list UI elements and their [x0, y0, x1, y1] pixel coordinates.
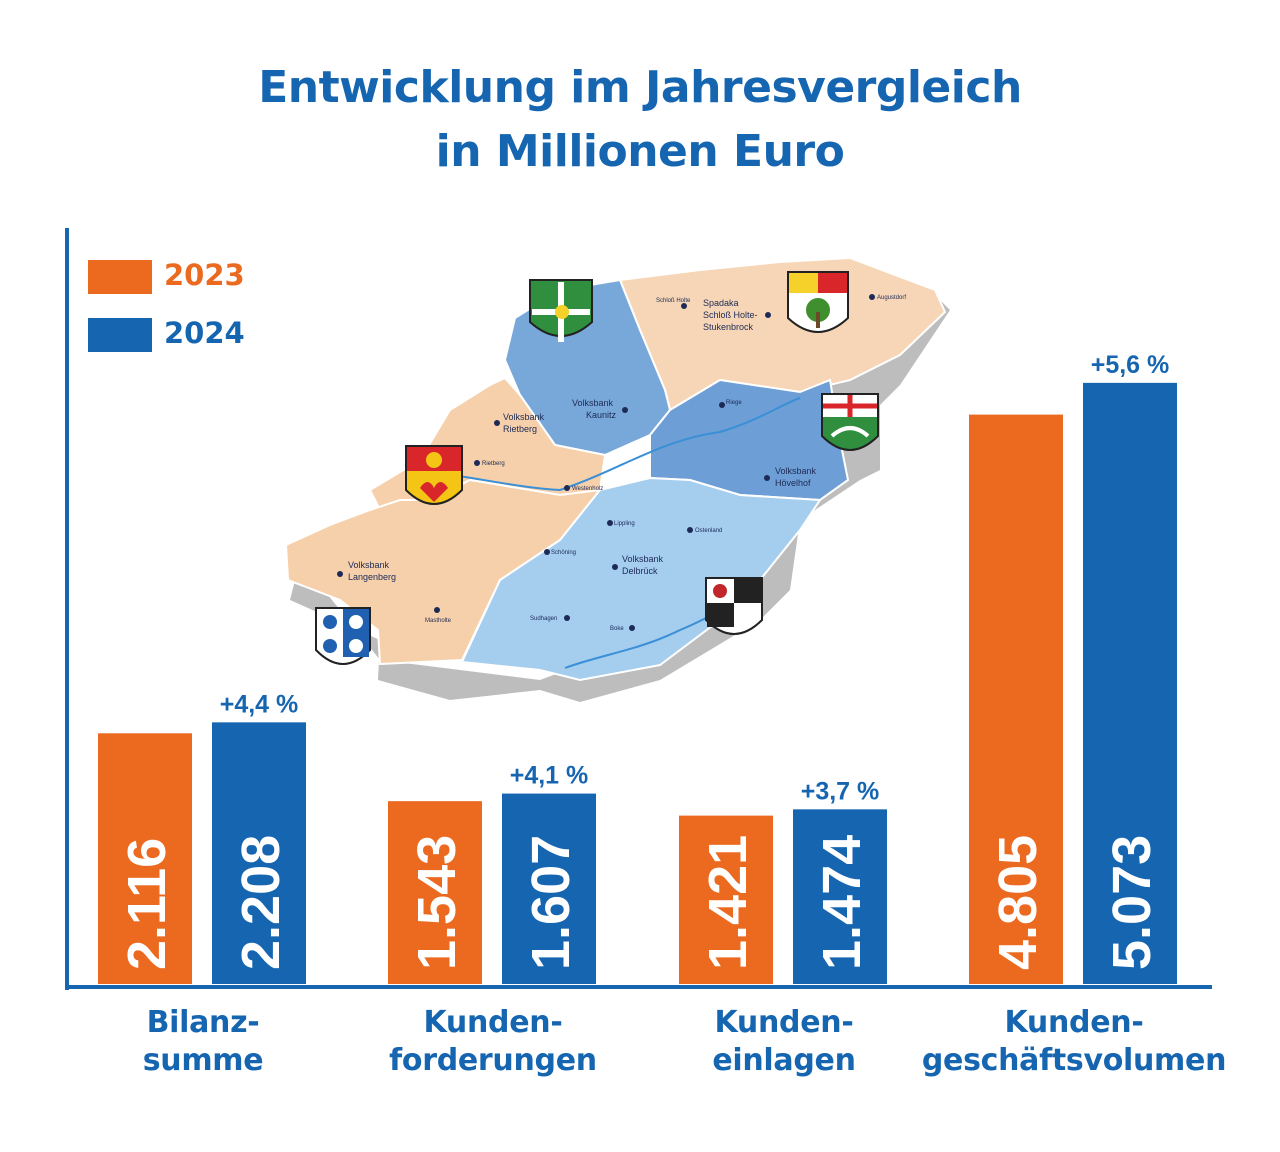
change-label: +3,7 %	[801, 777, 880, 805]
bar-value-label: 1.474	[812, 835, 872, 970]
map-label-hoevelhof-2: Hövelhof	[775, 478, 811, 488]
bar-2024-1	[502, 793, 596, 984]
coat-of-arms-rietberg	[405, 445, 463, 505]
bar-value-label: 1.421	[698, 835, 758, 970]
legend-label-2024: 2024	[164, 316, 245, 350]
bar-value-label: 5.073	[1102, 835, 1162, 970]
map-river-ems	[429, 397, 801, 492]
title-line-1: Entwicklung im Jahresvergleich	[258, 62, 1022, 113]
legend-swatch-2023	[88, 260, 152, 294]
bar-value-label: 2.208	[231, 835, 291, 970]
category-label-line: Bilanz-	[146, 1005, 260, 1040]
map-label-delbrueck-2: Delbrück	[622, 566, 658, 576]
map-place-riege: Riege	[726, 400, 742, 406]
bar-value-label: 4.805	[988, 835, 1048, 970]
bar-2023-0	[98, 733, 192, 984]
category-label-line: Kunden-	[1004, 1005, 1144, 1040]
map-label-langenberg-1: Volksbank	[348, 560, 390, 570]
map-label-kaunitz-2: Kaunitz	[586, 410, 617, 420]
map-label-delbrueck-1: Volksbank	[622, 554, 664, 564]
bars-group: 2.116 1.543 1.421 4.805 2.208 +4,4 % 1.607 +4,1…	[98, 351, 1177, 984]
bar-value-label: 1.543	[407, 835, 467, 970]
map-label-kaunitz-1: Volksbank	[572, 398, 614, 408]
legend-label-2023: 2023	[164, 258, 245, 292]
category-label-line: geschäftsvolumen	[921, 1043, 1227, 1078]
category-label-kundenforderungen: Kunden- forderungen	[333, 1004, 653, 1080]
map-label-spadaka-2: Schloß Holte-	[703, 310, 758, 320]
category-label-line: Kunden-	[714, 1005, 854, 1040]
change-label: +4,4 %	[220, 690, 299, 718]
category-label-line: Kunden-	[423, 1005, 563, 1040]
change-label: +5,6 %	[1091, 351, 1170, 379]
bar-2024-2	[793, 809, 887, 984]
category-label-kundeneinlagen: Kunden- einlagen	[624, 1004, 944, 1080]
map-label-spadaka-1: Spadaka	[703, 298, 739, 308]
coat-of-arms-langenberg	[315, 607, 371, 665]
bar-value-label: 1.607	[521, 835, 581, 970]
change-label: +4,1 %	[510, 762, 589, 790]
legend-swatch-2024	[88, 318, 152, 352]
map-place-boke: Boke	[610, 626, 624, 632]
category-label-line: forderungen	[389, 1043, 597, 1078]
map-place-lippling: Lippling	[614, 521, 635, 527]
map-label-spadaka-3: Stukenbrock	[703, 322, 754, 332]
coat-of-arms-stukenbrock	[787, 271, 849, 333]
category-label-line: summe	[142, 1043, 264, 1078]
title-line-2: in Millionen Euro	[435, 126, 845, 177]
map-label-rietberg-2: Rietberg	[503, 424, 537, 434]
category-label-line: einlagen	[712, 1043, 856, 1078]
map-dots	[337, 294, 875, 631]
bar-2023-1	[388, 801, 482, 984]
bar-2023-2	[679, 815, 773, 984]
bar-2024-0	[212, 722, 306, 984]
coat-of-arms-kaunitz	[529, 279, 593, 342]
map-label-rietberg-1: Volksbank	[503, 412, 545, 422]
map-place-schoening: Schöning	[551, 550, 576, 556]
coat-of-arms-hoevelhof	[821, 393, 879, 451]
map-label-hoevelhof-1: Volksbank	[775, 466, 817, 476]
category-label-bilanzsumme: Bilanz- summe	[43, 1004, 363, 1080]
map-place-schlossholte: Schloß Holte	[656, 298, 691, 304]
map-place-rietberg: Rietberg	[482, 461, 505, 467]
map-place-augustdorf: Augustdorf	[877, 295, 906, 301]
coat-of-arms-delbrueck	[705, 577, 763, 635]
map-place-mastholte: Mastholte	[425, 618, 452, 624]
map-place-ostenland: Ostenland	[695, 528, 722, 534]
map-place-sudhagen: Sudhagen	[530, 616, 557, 622]
bar-value-label: 2.116	[117, 838, 177, 970]
map-label-langenberg-2: Langenberg	[348, 572, 396, 582]
map-place-westenholz: Westenholz	[572, 486, 603, 492]
bar-2024-3	[1083, 382, 1177, 984]
category-label-kundengeschaeftsvolumen: Kunden- geschäftsvolumen	[914, 1004, 1234, 1080]
bar-2023-3	[969, 414, 1063, 984]
